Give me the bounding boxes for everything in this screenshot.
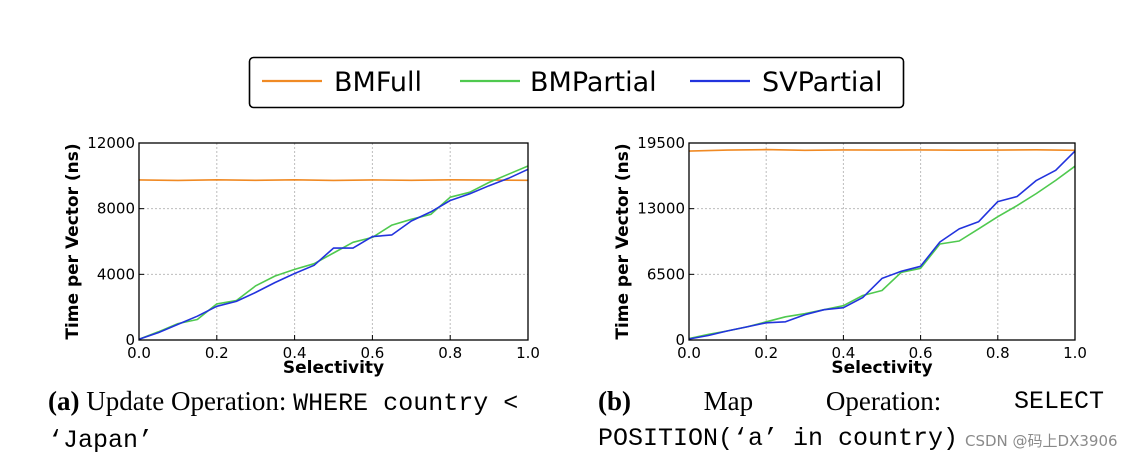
legend-frame [248,56,905,109]
series-line-bmfull [688,148,1076,152]
chart-map-operation: 0.0 0.2 0.4 0.6 0.8 1.0 0 6500 13000 19500 Selecti… [613,134,1087,378]
watermark: CSDN @码上DX3906 [965,432,1118,450]
series-line-bmpartial [138,165,529,340]
caption-a-tag: (a) [48,386,80,416]
caption-a-text: Update Operation: [86,386,287,416]
y-axis-label: Time per Vector (ns) [63,143,83,339]
caption-b-code1: SELECT [1013,387,1104,416]
y-tick-label: 12000 [87,134,135,152]
legend-label-bmpartial: BMPartial [530,67,657,98]
series-line-bmfull [138,179,529,182]
y-tick-label: 6500 [647,265,685,283]
x-tick-label: 0.4 [283,344,307,362]
x-axis-label: Selectivity [283,358,384,378]
x-tick-label: 0.4 [831,344,855,362]
x-tick-label: 0.2 [205,344,229,362]
x-tick-label: 0.6 [909,344,933,362]
x-tick-label: 0.2 [754,344,778,362]
caption-a-code2: ‘Japan’ [48,426,154,455]
series-line-svpartial [688,150,1076,340]
x-tick-label: 0.0 [677,344,701,362]
series-line-svpartial [138,168,529,340]
legend: BMFull BMPartial SVPartial [248,56,905,109]
y-tick-label: 19500 [637,134,685,152]
caption-b-tag: (b) [598,386,631,416]
x-axis-label: Selectivity [831,358,932,378]
caption-b-word1: Map [703,386,754,416]
y-tick-label: 0 [675,331,685,349]
legend-label-svpartial: SVPartial [762,67,882,98]
figure: BMFull BMPartial SVPartial 0.0 0.2 0.4 0.6 0… [63,56,1087,378]
legend-label-bmfull: BMFull [334,67,422,98]
y-tick-label: 4000 [97,265,135,283]
plot-frame [688,142,1076,341]
x-tick-label: 0.8 [438,344,462,362]
y-axis-label: Time per Vector (ns) [613,143,633,339]
plot-frame [138,142,529,341]
chart-update-operation: 0.0 0.2 0.4 0.6 0.8 1.0 0 4000 8000 12000 Selectiv… [63,134,540,378]
caption-b-word2: Operation: [825,386,942,416]
series-line-bmpartial [688,165,1076,340]
y-tick-label: 13000 [637,200,685,218]
x-tick-label: 1.0 [1063,344,1087,362]
caption-a-code1: WHERE country < [293,389,519,418]
x-tick-label: 0.6 [360,344,384,362]
y-tick-label: 8000 [97,200,135,218]
y-tick-label: 0 [125,331,135,349]
caption-b: (b) Map Operation: SELECT POSITION(‘a’ i… [598,384,1104,456]
caption-b-code2: POSITION(‘a’ in country) [598,424,959,453]
caption-a: (a) Update Operation: WHERE country < ‘J… [48,384,568,458]
x-tick-label: 0.0 [127,344,151,362]
x-tick-label: 1.0 [516,344,540,362]
x-tick-label: 0.8 [986,344,1010,362]
